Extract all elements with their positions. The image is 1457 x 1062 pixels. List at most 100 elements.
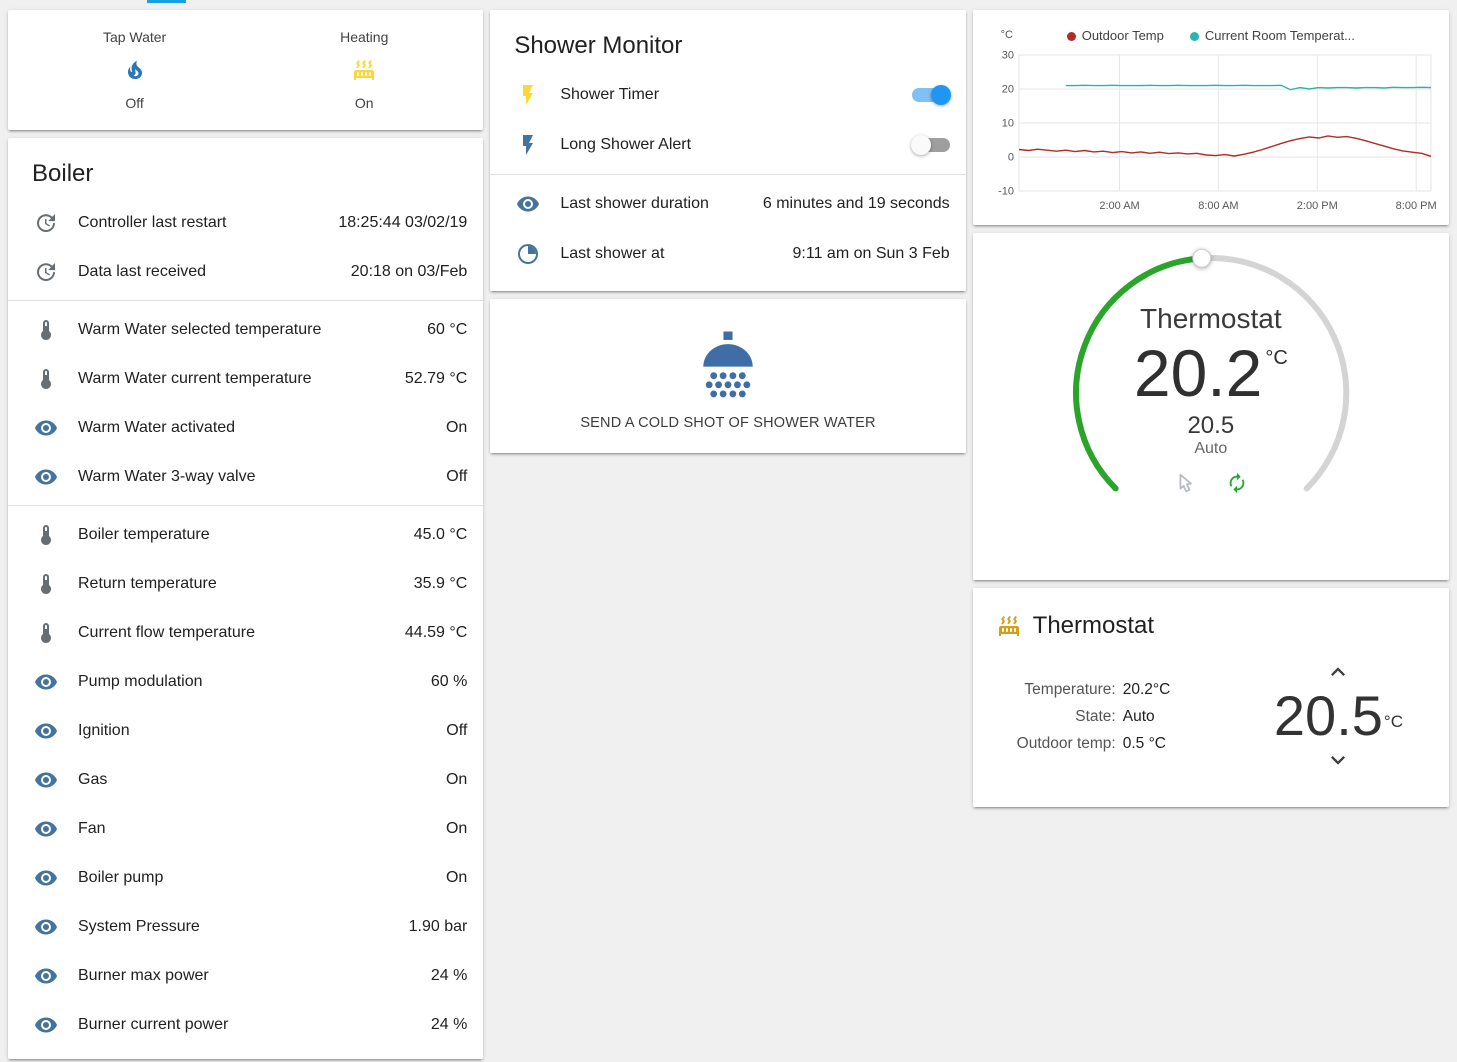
legend-item-room: Current Room Temperat...	[1189, 28, 1355, 43]
autorenew-icon[interactable]	[1226, 472, 1248, 494]
dial-content: Thermostat 20.2 °C 20.5 Auto	[973, 233, 1449, 580]
entity-row[interactable]: Burner max power 24 %	[8, 951, 483, 1000]
legend-label: Outdoor Temp	[1081, 28, 1164, 43]
attribute-row: Outdoor temp: 0.5 °C	[1017, 730, 1171, 757]
entity-row[interactable]: Warm Water current temperature 52.79 °C	[8, 354, 483, 403]
dial-title: Thermostat	[1140, 303, 1282, 334]
glance-card: Tap Water Off Heating On	[8, 10, 484, 130]
eye-icon	[34, 670, 58, 694]
dial-knob[interactable]	[1191, 248, 1211, 268]
svg-text:30: 30	[1001, 50, 1013, 62]
svg-text:2:00 PM: 2:00 PM	[1296, 200, 1337, 212]
history-icon	[34, 211, 58, 235]
row-value: 52.79 °C	[404, 369, 468, 387]
eye-icon	[34, 719, 58, 743]
row-label: Warm Water current temperature	[78, 369, 312, 387]
thermostat-card-title: Thermostat	[1032, 612, 1155, 639]
toggle-knob	[930, 85, 951, 105]
entity-row[interactable]: Last shower at 9:11 am on Sun 3 Feb	[490, 229, 965, 279]
eye-icon	[34, 964, 58, 988]
entity-row[interactable]: Last shower duration 6 minutes and 19 se…	[490, 179, 965, 229]
row-value: On	[445, 770, 468, 788]
thermometer-icon	[34, 523, 58, 547]
glance-item-heating[interactable]: Heating On	[340, 29, 388, 111]
row-label: Gas	[78, 770, 108, 788]
boiler-card-title: Boiler	[32, 160, 94, 187]
chart-legend: °C Outdoor Temp Current Room Temperat...	[985, 28, 1437, 43]
divider	[490, 174, 966, 175]
entity-row[interactable]: Fan On	[8, 804, 483, 853]
boiler-card: Boiler Controller last restart 18:25:44 …	[8, 138, 484, 1059]
glance-item-tap-water[interactable]: Tap Water Off	[103, 29, 166, 111]
entity-row[interactable]: Controller last restart 18:25:44 03/02/1…	[8, 198, 483, 247]
row-value: 60 °C	[427, 320, 468, 338]
radiator-icon	[997, 614, 1021, 638]
row-value: 9:11 am on Sun 3 Feb	[792, 245, 950, 262]
dial-mode: Auto	[1194, 440, 1228, 458]
chevron-up-icon[interactable]	[1324, 658, 1352, 686]
attribute-value: 0.5 °C	[1122, 734, 1166, 752]
row-value: On	[445, 868, 468, 886]
entity-row[interactable]: Return temperature 35.9 °C	[8, 559, 483, 608]
cold-shot-button[interactable]: SEND A COLD SHOT OF SHOWER WATER	[490, 299, 966, 453]
entity-row[interactable]: Ignition Off	[8, 706, 483, 755]
chevron-down-icon[interactable]	[1324, 746, 1352, 774]
thermostat-info-card: Thermostat Temperature: 20.2°C State: Au…	[972, 588, 1449, 807]
dial-unit: °C	[1265, 347, 1288, 369]
legend-item-outdoor: Outdoor Temp	[1066, 28, 1164, 43]
eye-icon	[34, 416, 58, 440]
row-label: Warm Water activated	[78, 418, 236, 436]
cold-shot-button-label: SEND A COLD SHOT OF SHOWER WATER	[580, 415, 876, 431]
radiator-icon	[352, 58, 376, 82]
entity-row[interactable]: Current flow temperature 44.59 °C	[8, 608, 483, 657]
row-value: Off	[446, 721, 468, 739]
row-label: Fan	[78, 819, 106, 837]
entity-row[interactable]: Boiler pump On	[8, 853, 483, 902]
svg-text:0: 0	[1008, 152, 1014, 164]
divider	[8, 505, 484, 506]
column-middle: Shower Monitor Shower Timer Long Shower …	[490, 10, 966, 1059]
dial-current-temp: 20.2 °C	[1133, 336, 1288, 410]
row-label: System Pressure	[78, 917, 200, 935]
entity-row[interactable]: Warm Water selected temperature 60 °C	[8, 305, 483, 354]
entity-row[interactable]: Long Shower Alert	[490, 120, 965, 170]
row-label: Warm Water 3-way valve	[78, 467, 256, 485]
row-value: 60 %	[430, 672, 468, 690]
shower-timer-toggle[interactable]	[911, 85, 951, 105]
entity-row[interactable]: Boiler temperature 45.0 °C	[8, 510, 483, 559]
entity-row[interactable]: Gas On	[8, 755, 483, 804]
row-label: Long Shower Alert	[560, 136, 692, 153]
entity-row[interactable]: Data last received 20:18 on 03/Feb	[8, 247, 483, 296]
row-value: 20:18 on 03/Feb	[350, 262, 468, 280]
flash-icon	[516, 83, 540, 107]
dial-current-value: 20.2	[1133, 336, 1263, 410]
eye-icon	[34, 817, 58, 841]
entity-row[interactable]: System Pressure 1.90 bar	[8, 902, 483, 951]
svg-text:8:00 PM: 8:00 PM	[1395, 200, 1436, 212]
eye-icon	[34, 465, 58, 489]
row-label: Controller last restart	[78, 213, 227, 231]
target-temp-value: 20.5	[1273, 684, 1383, 747]
entity-row[interactable]: Pump modulation 60 %	[8, 657, 483, 706]
thermostat-dial	[1072, 248, 1349, 492]
active-tab-indicator[interactable]	[147, 0, 186, 3]
flash-icon	[516, 133, 540, 157]
entity-row[interactable]: Shower Timer	[490, 70, 965, 120]
attribute-label: State:	[1075, 707, 1116, 725]
thermometer-icon	[34, 318, 58, 342]
cursor-icon[interactable]	[1174, 472, 1196, 494]
long-shower-alert-toggle[interactable]	[910, 135, 950, 155]
attribute-row: State: Auto	[1017, 703, 1171, 730]
thermometer-icon	[34, 621, 58, 645]
dial-arc-track	[1198, 254, 1349, 492]
entity-row[interactable]: Warm Water activated On	[8, 403, 483, 452]
thermostat-dial-card: Thermostat 20.2 °C 20.5 Auto	[972, 233, 1449, 580]
entity-row[interactable]: Burner current power 24 %	[8, 1000, 483, 1049]
clock-icon	[516, 242, 540, 266]
dial-target-temp: 20.5	[1187, 412, 1235, 440]
entity-row[interactable]: Warm Water 3-way valve Off	[8, 452, 483, 501]
row-value: 24 %	[430, 1015, 468, 1033]
attribute-value: 20.2°C	[1122, 680, 1171, 698]
row-value: 1.90 bar	[408, 917, 468, 935]
